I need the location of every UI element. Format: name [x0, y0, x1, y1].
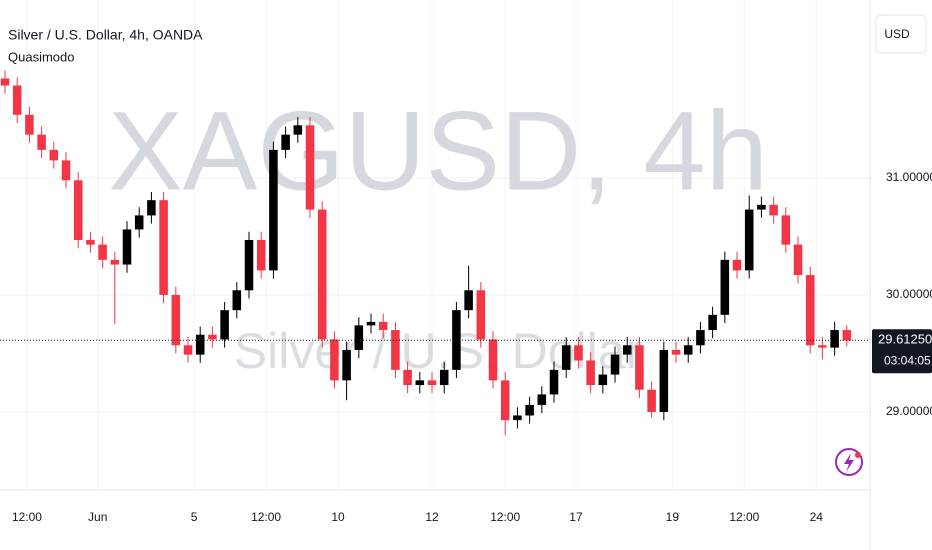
- candle-body: [830, 330, 839, 348]
- candle-body: [574, 345, 583, 361]
- candle-body: [281, 134, 290, 150]
- candle-body: [378, 321, 388, 331]
- candle-body: [208, 334, 217, 340]
- candle-body: [805, 275, 815, 346]
- candle-body: [769, 204, 778, 216]
- plot-area: [0, 70, 870, 436]
- currency-button[interactable]: [875, 14, 927, 54]
- candle-body: [525, 404, 534, 416]
- candle-body: [439, 369, 449, 386]
- candle-body: [37, 134, 46, 150]
- candle-body: [500, 380, 510, 421]
- y-tick-label: 29.00000: [886, 404, 932, 418]
- candle-body: [488, 339, 498, 381]
- candle-body: [622, 345, 632, 355]
- candle-body: [25, 114, 34, 135]
- candle-body: [232, 290, 242, 311]
- candle-body: [171, 294, 181, 346]
- x-tick-label: 12:00: [12, 510, 42, 524]
- x-tick-label: Jun: [88, 510, 107, 524]
- candle-body: [122, 229, 132, 265]
- candle-body: [671, 349, 681, 355]
- y-tick-label: 30.00000: [886, 287, 932, 301]
- candle-body: [415, 380, 425, 386]
- x-tick-label: 24: [810, 510, 824, 524]
- candle-body: [391, 330, 400, 370]
- grid: [0, 0, 870, 490]
- x-tick-label: 12:00: [251, 510, 281, 524]
- candle-body: [635, 345, 644, 390]
- candle-body: [0, 78, 10, 86]
- candle-body: [720, 259, 730, 315]
- candle-body: [195, 334, 205, 355]
- last-price-box: [872, 329, 932, 374]
- candle-body: [403, 369, 412, 386]
- candle-body: [549, 369, 559, 395]
- watermark-symbol: XAGUSD, 4h: [108, 89, 768, 214]
- candle-body: [561, 345, 571, 370]
- candle-body: [134, 215, 144, 230]
- candle-body: [781, 215, 791, 245]
- candle-body: [305, 125, 315, 210]
- candle-body: [818, 345, 827, 348]
- candle-body: [354, 325, 364, 350]
- candle-body: [683, 345, 693, 355]
- candle-body: [647, 389, 656, 412]
- candle-body: [330, 339, 339, 381]
- candle-body: [476, 290, 486, 340]
- x-tick-label: 10: [331, 510, 345, 524]
- lightning-icon[interactable]: [835, 448, 863, 476]
- candle-body: [244, 239, 254, 291]
- x-tick-label: 12:00: [729, 510, 759, 524]
- candle-body: [513, 415, 522, 421]
- candle-body: [98, 244, 107, 260]
- candle-body: [598, 374, 608, 386]
- candle-body: [317, 209, 327, 340]
- y-tick-label: 31.00000: [886, 170, 932, 184]
- candle-body: [159, 200, 168, 295]
- candle-body: [610, 354, 620, 375]
- candle-body: [147, 200, 156, 216]
- x-tick-label: 5: [191, 510, 198, 524]
- x-tick-label: 12: [425, 510, 439, 524]
- candle-body: [110, 259, 120, 265]
- x-tick-label: 12:00: [490, 510, 520, 524]
- currency-label: USD: [884, 27, 910, 41]
- candle-body: [12, 85, 22, 115]
- candle-body: [842, 330, 852, 341]
- indicator-label: Quasimodo: [8, 49, 74, 64]
- candle-body: [73, 180, 83, 240]
- candle-body: [61, 160, 71, 181]
- candle-body: [342, 349, 351, 381]
- candle-body: [256, 239, 266, 271]
- candle-body: [183, 345, 193, 355]
- candle-body: [366, 321, 376, 326]
- candle-body: [49, 149, 59, 161]
- candle-body: [793, 244, 803, 276]
- candle-body: [537, 394, 547, 405]
- x-tick-label: 17: [569, 510, 583, 524]
- candle-body: [696, 330, 705, 346]
- x-tick-label: 19: [666, 510, 680, 524]
- candle-body: [659, 349, 669, 412]
- candle-body: [293, 125, 303, 135]
- candle-body: [86, 239, 95, 245]
- countdown-label: 03:04:05: [884, 353, 931, 367]
- candle-body: [269, 149, 278, 271]
- candle-body: [732, 259, 742, 271]
- candle-body: [708, 314, 717, 331]
- candle-body: [744, 209, 754, 271]
- candle-body: [464, 290, 473, 311]
- candle-body: [427, 380, 437, 386]
- chart-title: Silver / U.S. Dollar, 4h, OANDA: [8, 27, 203, 43]
- candle-body: [757, 204, 766, 210]
- candle-body: [586, 360, 595, 386]
- candle-body: [220, 310, 229, 340]
- last-price-label: 29.61250: [878, 332, 932, 347]
